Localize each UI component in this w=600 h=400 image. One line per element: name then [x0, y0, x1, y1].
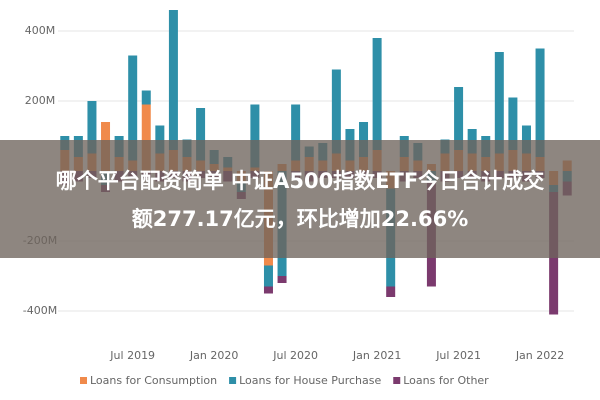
bar-segment	[155, 125, 165, 154]
bar-segment	[87, 101, 97, 154]
bar-segment	[494, 52, 504, 154]
bar-segment	[277, 276, 287, 283]
banner	[0, 140, 600, 258]
y-tick-label: 400M	[25, 24, 56, 37]
bar-segment	[372, 38, 382, 150]
banner-text: 哪个平台配资简单 中证A500指数ETF今日合计成交	[56, 169, 544, 193]
bar-segment	[386, 286, 396, 297]
legend-label: Loans for Other	[403, 374, 489, 387]
bar-segment	[359, 122, 369, 157]
x-tick-label: Jan 2021	[352, 349, 401, 362]
legend-marker	[393, 377, 401, 384]
bar-segment	[508, 97, 518, 150]
bar-segment	[168, 10, 178, 150]
bar-segment	[141, 104, 151, 171]
x-tick-label: Jan 2020	[189, 349, 238, 362]
x-tick-label: Jul 2020	[272, 349, 318, 362]
legend-marker	[80, 377, 87, 384]
bar-segment	[128, 55, 138, 161]
bar-segment	[263, 286, 273, 294]
bar-segment	[250, 104, 260, 168]
bar-segment	[196, 108, 206, 161]
bar-segment	[291, 104, 301, 161]
bar-segment	[331, 69, 341, 154]
banner-text: 额277.17亿元，环比增加22.66%	[132, 207, 469, 231]
bar-segment	[535, 48, 545, 157]
y-tick-label: 200M	[25, 94, 56, 107]
x-tick-label: Jul 2019	[109, 349, 155, 362]
legend-label: Loans for House Purchase	[239, 374, 381, 387]
bar-segment	[521, 125, 531, 154]
bar-segment	[141, 90, 151, 105]
x-tick-label: Jan 2022	[515, 349, 564, 362]
y-tick-label: -400M	[23, 304, 57, 317]
legend-label: Loans for Consumption	[90, 374, 217, 387]
bar-segment	[263, 265, 273, 287]
x-tick-label: Jul 2021	[435, 349, 481, 362]
bar-segment	[454, 87, 464, 150]
legend-marker	[229, 377, 237, 384]
